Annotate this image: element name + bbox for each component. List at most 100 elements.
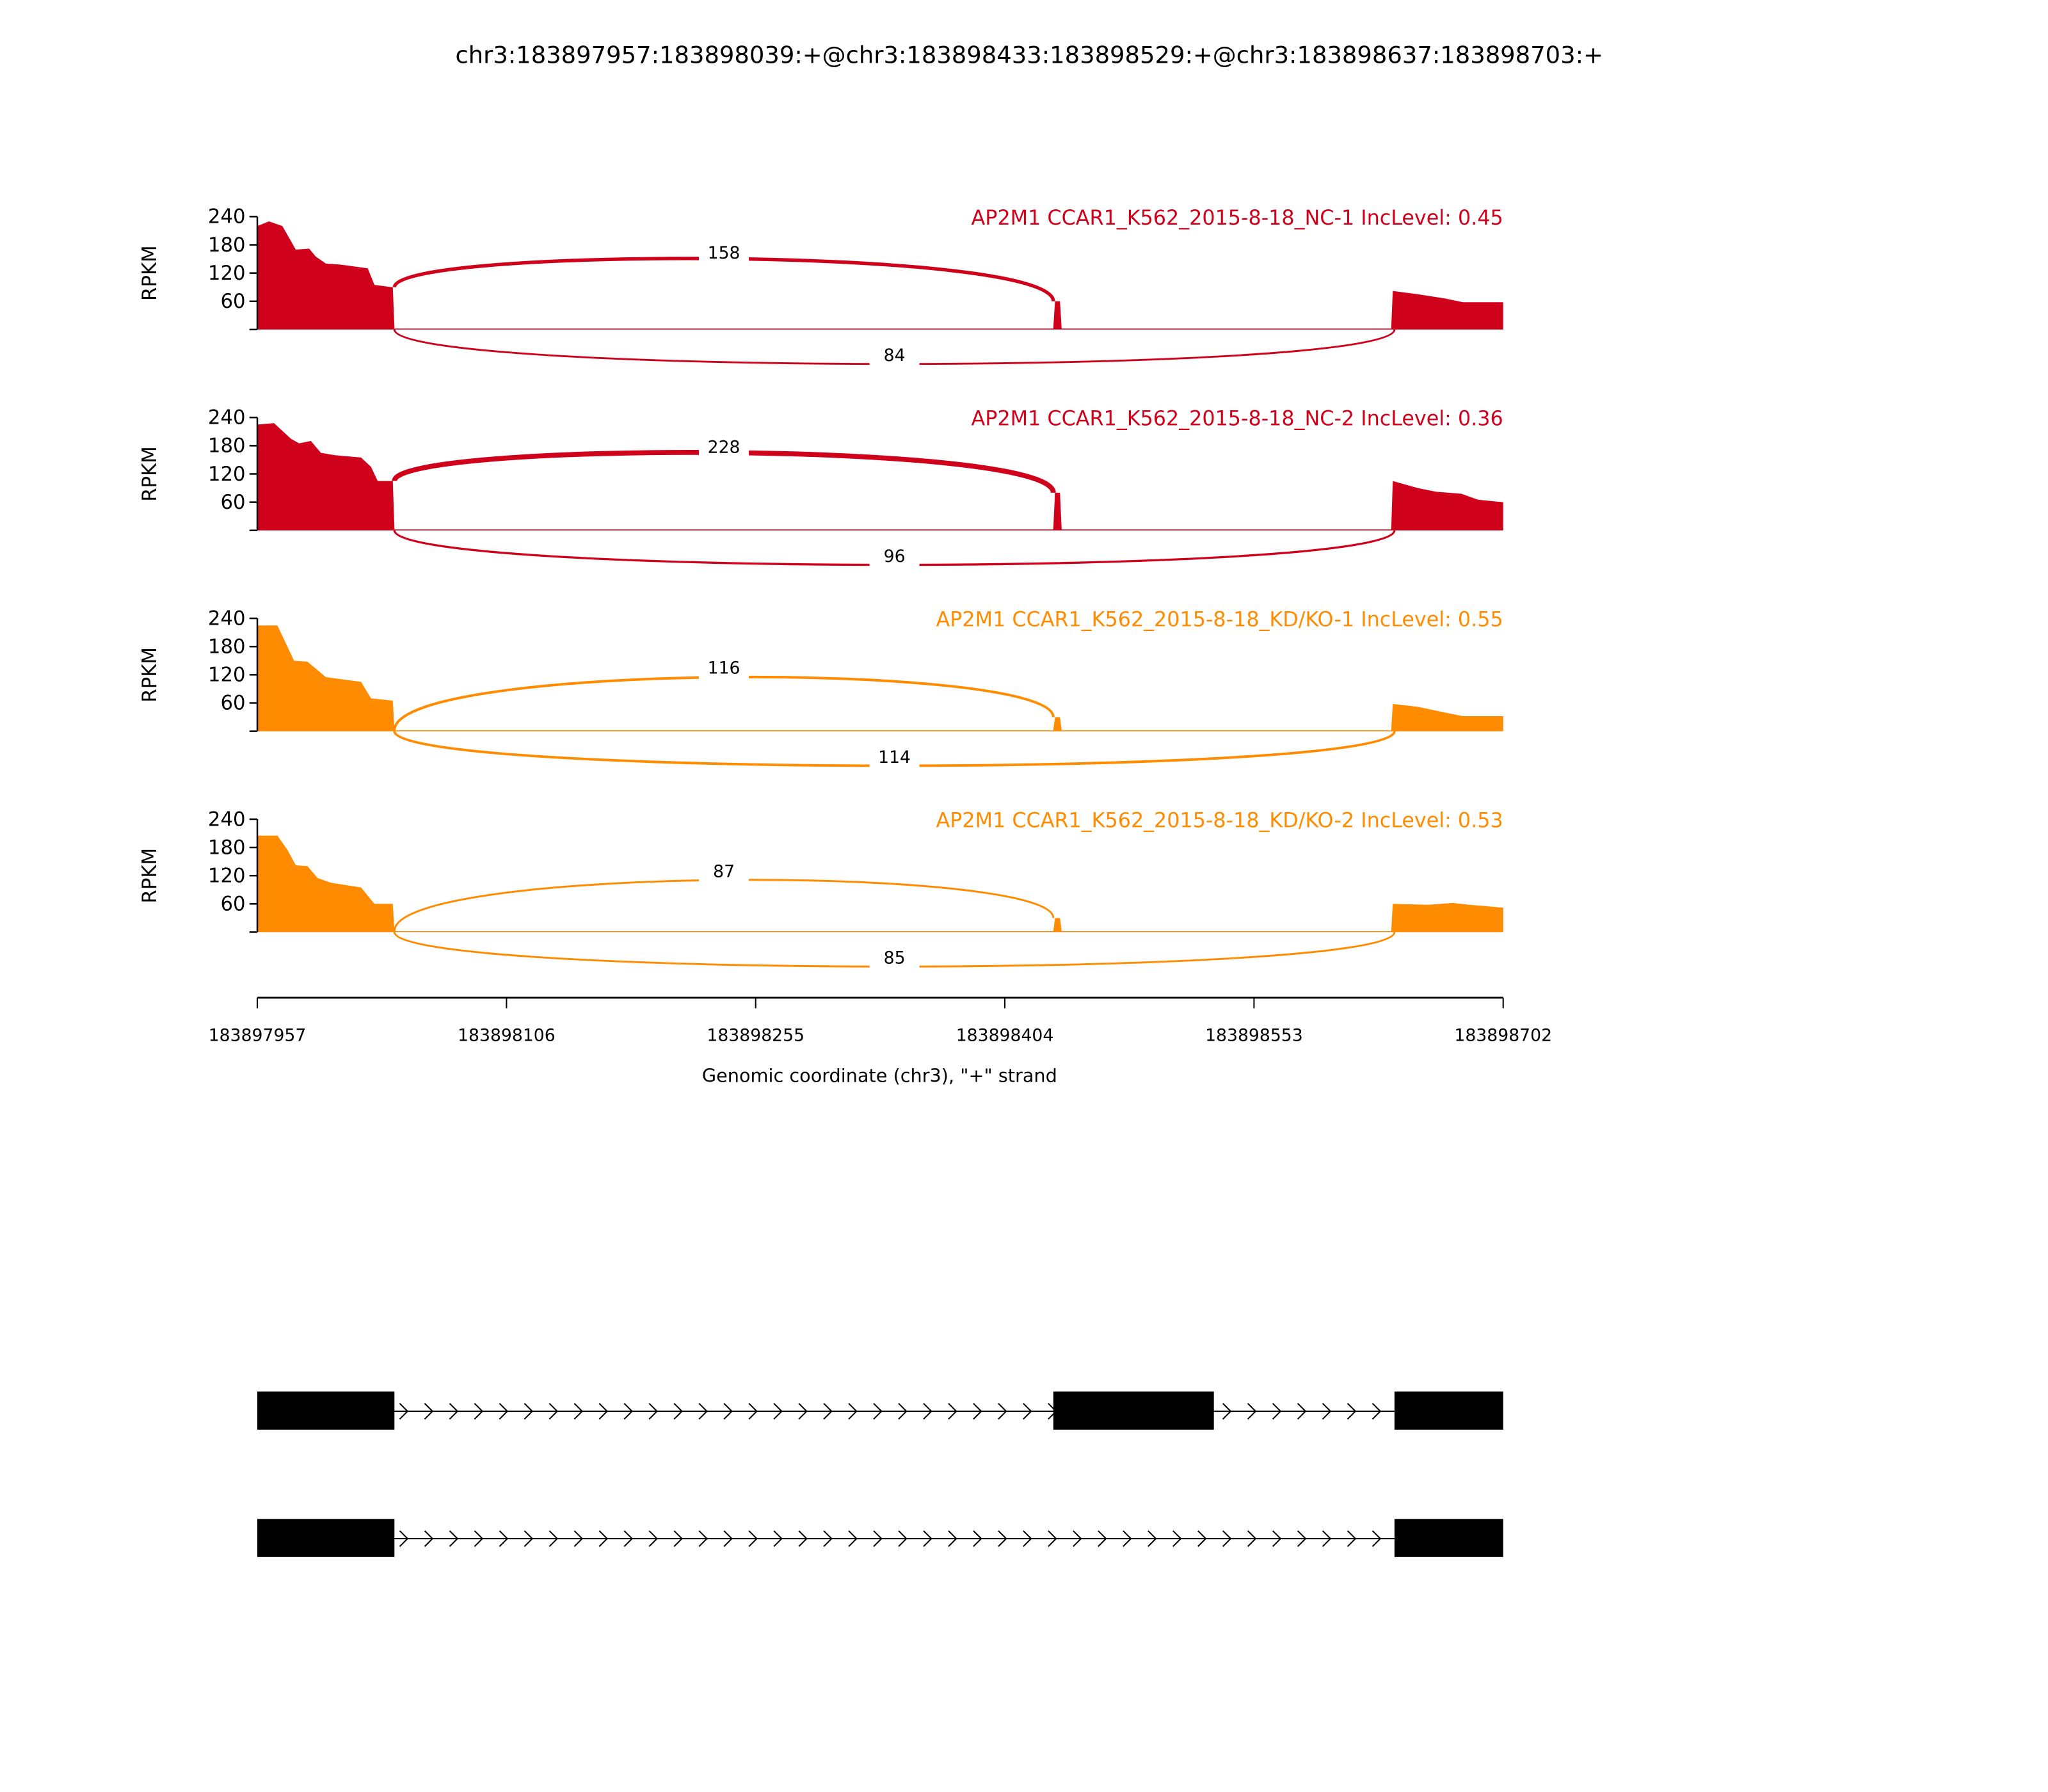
junction-count-label: 96 — [884, 547, 906, 566]
coverage-area — [257, 835, 1503, 932]
strand-arrow-icon — [399, 1403, 409, 1420]
strand-arrow-icon — [1222, 1403, 1232, 1420]
strand-arrow-icon — [399, 1530, 409, 1548]
strand-arrow-icon — [524, 1530, 534, 1548]
strand-arrow-icon — [873, 1530, 883, 1548]
strand-arrow-icon — [1297, 1530, 1307, 1548]
exon-block — [1394, 1519, 1503, 1557]
strand-arrow-icon — [573, 1403, 584, 1420]
strand-arrow-icon — [1322, 1403, 1332, 1420]
junction-label-bg — [869, 943, 920, 970]
strand-arrow-icon — [798, 1530, 808, 1548]
junction-arc — [393, 879, 1055, 932]
strand-arrow-icon — [1347, 1530, 1357, 1548]
track-title: AP2M1 CCAR1_K562_2015-8-18_NC-1 IncLevel… — [972, 206, 1503, 230]
strand-arrow-icon — [1048, 1530, 1057, 1548]
strand-arrow-icon — [773, 1530, 783, 1548]
strand-arrow-icon — [499, 1403, 509, 1420]
exon-block — [257, 1391, 395, 1430]
strand-arrow-icon — [873, 1403, 883, 1420]
strand-arrow-icon — [474, 1530, 484, 1548]
x-tick-label: 183898553 — [1205, 1026, 1303, 1046]
strand-arrow-icon — [474, 1403, 484, 1420]
junction-count-label: 116 — [708, 658, 740, 678]
y-tick-label: 240 — [208, 607, 246, 630]
junction-label-bg — [869, 743, 920, 770]
coverage-area — [257, 221, 1503, 330]
strand-arrow-icon — [648, 1530, 659, 1548]
coverage-area — [257, 423, 1503, 531]
y-tick-label: 120 — [208, 262, 246, 285]
strand-arrow-icon — [449, 1530, 459, 1548]
junction-label-bg — [699, 653, 749, 680]
strand-arrow-icon — [1322, 1530, 1332, 1548]
strand-arrow-icon — [548, 1403, 559, 1420]
track-3: 60 120 180 240 RPKM AP2M1 CCAR1_K562_2015-8-1… — [138, 607, 1503, 770]
strand-arrow-icon — [748, 1403, 758, 1420]
strand-arrow-icon — [524, 1403, 534, 1420]
strand-arrow-icon — [1222, 1530, 1232, 1548]
strand-arrow-icon — [898, 1530, 908, 1548]
strand-arrow-icon — [598, 1530, 609, 1548]
track-1: 60 120 180 240 RPKM AP2M1 CCAR1_K562_2015-8-1… — [138, 205, 1503, 368]
strand-arrow-icon — [723, 1403, 733, 1420]
exon-block — [1394, 1391, 1503, 1430]
strand-arrow-icon — [898, 1403, 908, 1420]
strand-arrow-icon — [573, 1530, 584, 1548]
strand-arrow-icon — [1098, 1530, 1107, 1548]
strand-arrow-icon — [998, 1403, 1007, 1420]
x-tick-label: 183898106 — [458, 1026, 556, 1046]
strand-arrow-icon — [723, 1530, 733, 1548]
strand-arrow-icon — [424, 1403, 434, 1420]
strand-arrow-icon — [698, 1403, 708, 1420]
strand-arrow-icon — [973, 1530, 982, 1548]
strand-arrow-icon — [773, 1403, 783, 1420]
strand-arrow-icon — [548, 1530, 559, 1548]
strand-arrow-icon — [923, 1403, 932, 1420]
strand-arrow-icon — [449, 1403, 459, 1420]
strand-arrow-icon — [848, 1403, 858, 1420]
strand-arrow-icon — [1272, 1403, 1282, 1420]
junction-count-label: 228 — [708, 438, 740, 458]
y-tick-label: 60 — [220, 491, 245, 514]
y-tick-label: 120 — [208, 664, 246, 687]
x-axis: 183897957 183898106 183898255 183898404 1838… — [209, 996, 1552, 1086]
strand-arrow-icon — [1148, 1530, 1157, 1548]
strand-arrow-icon — [1372, 1530, 1382, 1548]
y-axis-label: RPKM — [138, 647, 161, 703]
strand-arrow-icon — [1172, 1530, 1182, 1548]
track-2: 60 120 180 240 RPKM AP2M1 CCAR1_K562_2015-8-1… — [138, 406, 1503, 569]
strand-arrow-icon — [948, 1403, 957, 1420]
junction-count-label: 158 — [708, 243, 740, 263]
strand-arrow-icon — [1297, 1403, 1307, 1420]
track-title: AP2M1 CCAR1_K562_2015-8-18_NC-2 IncLevel… — [972, 407, 1503, 431]
junction-count-label: 87 — [713, 861, 735, 881]
x-tick-label: 183898255 — [707, 1026, 804, 1046]
junction-count-label: 85 — [884, 948, 906, 968]
strand-arrow-icon — [1023, 1530, 1032, 1548]
strand-arrow-icon — [973, 1403, 982, 1420]
y-axis-label: RPKM — [138, 245, 161, 301]
y-tick-label: 120 — [208, 463, 246, 486]
track-4: 60 120 180 240 RPKM AP2M1 CCAR1_K562_2015-8-1… — [138, 808, 1503, 970]
exon-block — [1053, 1391, 1214, 1430]
y-tick-label: 60 — [220, 692, 245, 715]
y-axis-label: RPKM — [138, 446, 161, 502]
y-tick-label: 180 — [208, 234, 246, 257]
junction-count-label: 84 — [884, 346, 906, 365]
strand-arrow-icon — [848, 1530, 858, 1548]
strand-arrow-icon — [1247, 1530, 1257, 1548]
strand-arrow-icon — [598, 1403, 609, 1420]
y-axis-label: RPKM — [138, 848, 161, 904]
track-title: AP2M1 CCAR1_K562_2015-8-18_KD/KO-1 IncLe… — [936, 607, 1503, 631]
chart-title: chr3:183897957:183898039:+@chr3:18389843… — [455, 41, 1603, 68]
strand-arrow-icon — [1372, 1403, 1382, 1420]
strand-arrow-icon — [923, 1530, 932, 1548]
strand-arrow-icon — [1272, 1530, 1282, 1548]
strand-arrow-icon — [998, 1530, 1007, 1548]
y-tick-label: 180 — [208, 435, 246, 458]
junction-label-bg — [699, 857, 749, 884]
strand-arrow-icon — [1023, 1403, 1032, 1420]
y-tick-label: 180 — [208, 836, 246, 859]
strand-arrow-icon — [499, 1530, 509, 1548]
